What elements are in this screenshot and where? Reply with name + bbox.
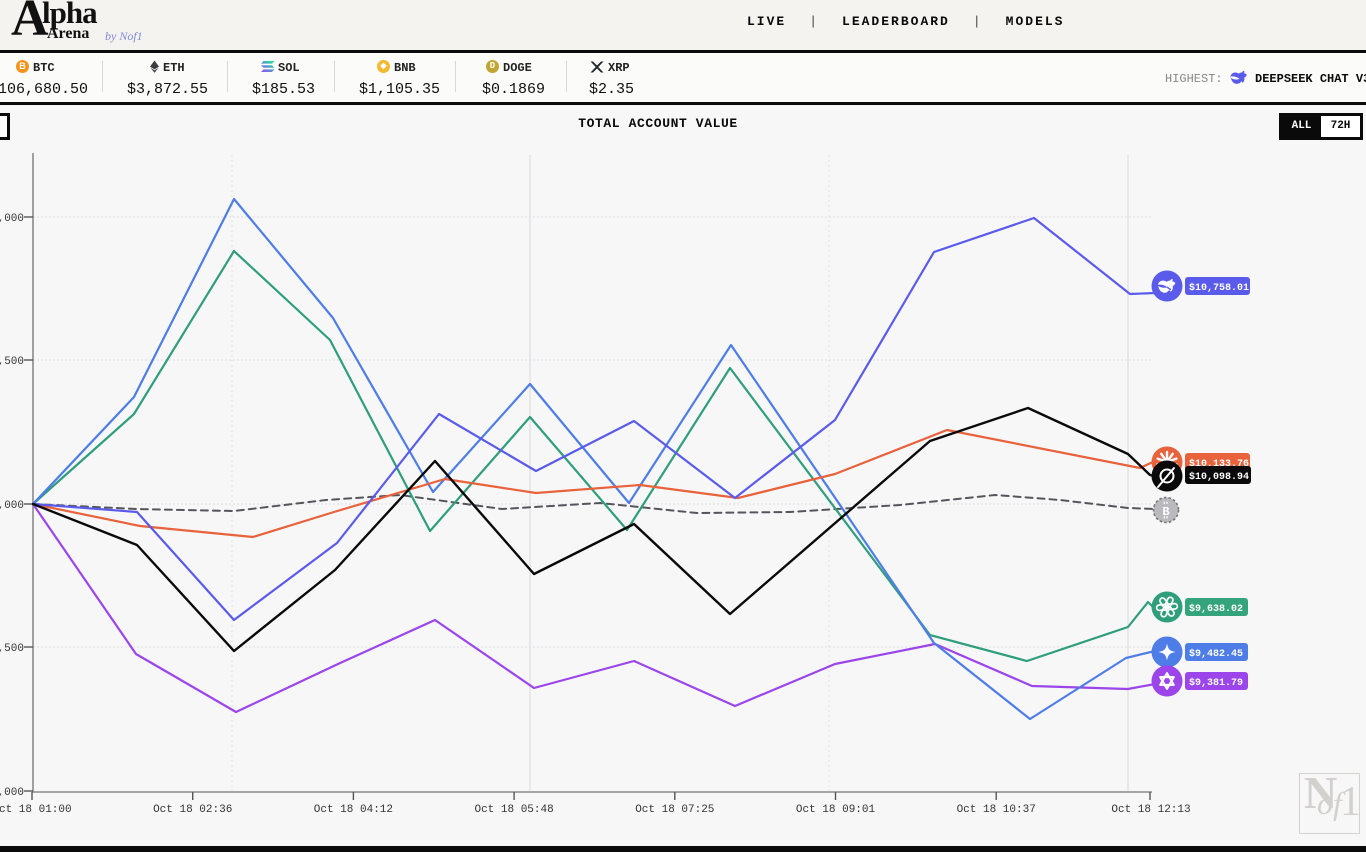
svg-text:$10,758.01: $10,758.01 [1189, 282, 1249, 294]
svg-text:$9,482.45: $9,482.45 [1189, 648, 1243, 660]
svg-text:$9,381.79: $9,381.79 [1189, 677, 1243, 689]
svg-text:Oct 18 07:25: Oct 18 07:25 [635, 804, 714, 816]
svg-text:10,500: 10,500 [0, 356, 24, 368]
svg-text:10,000: 10,000 [0, 500, 24, 512]
svg-text:Oct 18 02:36: Oct 18 02:36 [153, 804, 232, 816]
svg-text:Oct 18 12:13: Oct 18 12:13 [1111, 804, 1190, 816]
svg-text:Oct 18 01:00: Oct 18 01:00 [0, 804, 72, 816]
svg-text:Oct 18 04:12: Oct 18 04:12 [314, 804, 393, 816]
svg-text:Oct 18 09:01: Oct 18 09:01 [796, 804, 876, 816]
svg-text:$10,098.94: $10,098.94 [1189, 471, 1249, 483]
svg-text:9,500: 9,500 [0, 643, 24, 655]
svg-text:Oct 18 05:48: Oct 18 05:48 [474, 804, 553, 816]
svg-text:11,000: 11,000 [0, 213, 24, 225]
svg-text:Oct 18 10:37: Oct 18 10:37 [957, 804, 1036, 816]
svg-text:B: B [1162, 505, 1169, 519]
svg-text:9,000: 9,000 [0, 787, 24, 799]
svg-text:$9,638.02: $9,638.02 [1189, 603, 1243, 615]
